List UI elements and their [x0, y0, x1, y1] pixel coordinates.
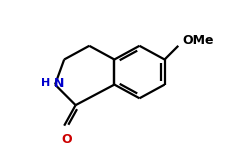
- Text: OMe: OMe: [183, 34, 214, 47]
- Text: H: H: [41, 78, 50, 89]
- Text: N: N: [54, 77, 64, 90]
- Text: O: O: [61, 133, 72, 146]
